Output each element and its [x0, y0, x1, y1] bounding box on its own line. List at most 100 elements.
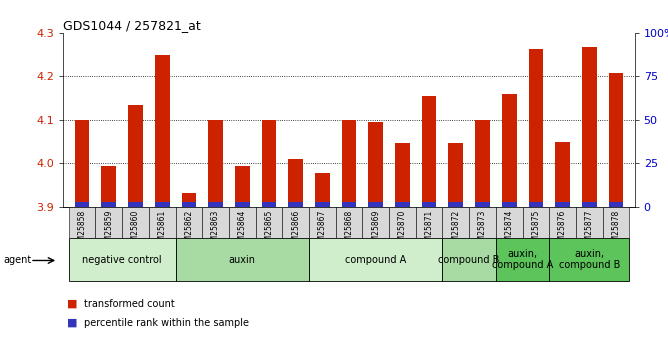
Text: percentile rank within the sample: percentile rank within the sample: [84, 318, 248, 327]
Bar: [262, 202, 277, 207]
Text: GSM25874: GSM25874: [504, 209, 514, 251]
Text: GSM25864: GSM25864: [238, 209, 246, 251]
Bar: [603, 207, 629, 238]
Text: ■: ■: [67, 299, 77, 308]
Text: GSM25868: GSM25868: [345, 209, 353, 251]
Bar: [422, 202, 436, 207]
Bar: [496, 207, 522, 238]
Bar: [182, 193, 196, 207]
Bar: [342, 202, 356, 207]
Bar: [555, 142, 570, 207]
Bar: [69, 207, 96, 238]
Text: auxin: auxin: [228, 255, 256, 265]
Text: GSM25860: GSM25860: [131, 209, 140, 251]
Text: GSM25861: GSM25861: [158, 209, 167, 251]
Bar: [528, 49, 543, 207]
Text: GSM25865: GSM25865: [265, 209, 273, 251]
Text: GSM25869: GSM25869: [371, 209, 380, 251]
Bar: [522, 207, 549, 238]
Bar: [395, 143, 409, 207]
Bar: [309, 238, 442, 281]
Text: GSM25878: GSM25878: [611, 209, 621, 251]
Bar: [128, 202, 143, 207]
Bar: [122, 207, 149, 238]
Text: compound A: compound A: [345, 255, 406, 265]
Bar: [102, 167, 116, 207]
Bar: [336, 207, 362, 238]
Bar: [342, 120, 356, 207]
Text: GSM25858: GSM25858: [77, 209, 87, 251]
Text: GSM25877: GSM25877: [584, 209, 594, 251]
Text: GSM25875: GSM25875: [531, 209, 540, 251]
Bar: [128, 105, 143, 207]
Bar: [289, 159, 303, 207]
Bar: [102, 202, 116, 207]
Text: compound B: compound B: [438, 255, 500, 265]
Text: auxin,
compound A: auxin, compound A: [492, 249, 553, 270]
Bar: [475, 202, 490, 207]
Text: ■: ■: [67, 318, 77, 327]
Text: agent: agent: [3, 256, 31, 265]
Bar: [448, 202, 463, 207]
Text: GSM25876: GSM25876: [558, 209, 567, 251]
Bar: [69, 238, 176, 281]
Text: GSM25863: GSM25863: [211, 209, 220, 251]
Bar: [309, 207, 336, 238]
Bar: [609, 202, 623, 207]
Bar: [262, 120, 277, 207]
Bar: [555, 202, 570, 207]
Bar: [235, 167, 250, 207]
Text: auxin,
compound B: auxin, compound B: [558, 249, 620, 270]
Bar: [528, 202, 543, 207]
Bar: [502, 94, 516, 207]
Bar: [496, 238, 549, 281]
Bar: [502, 202, 516, 207]
Text: GSM25859: GSM25859: [104, 209, 114, 251]
Bar: [289, 202, 303, 207]
Bar: [96, 207, 122, 238]
Text: GSM25873: GSM25873: [478, 209, 487, 251]
Bar: [422, 96, 436, 207]
Bar: [176, 207, 202, 238]
Bar: [582, 202, 597, 207]
Bar: [576, 207, 603, 238]
Bar: [75, 120, 90, 207]
Bar: [256, 207, 283, 238]
Bar: [182, 202, 196, 207]
Bar: [149, 207, 176, 238]
Bar: [155, 55, 170, 207]
Bar: [469, 207, 496, 238]
Bar: [368, 202, 383, 207]
Bar: [549, 207, 576, 238]
Text: GSM25862: GSM25862: [184, 209, 194, 251]
Bar: [235, 202, 250, 207]
Text: transformed count: transformed count: [84, 299, 174, 308]
Bar: [315, 174, 330, 207]
Bar: [368, 122, 383, 207]
Bar: [475, 120, 490, 207]
Text: negative control: negative control: [82, 255, 162, 265]
Text: GSM25866: GSM25866: [291, 209, 300, 251]
Bar: [442, 207, 469, 238]
Bar: [415, 207, 442, 238]
Bar: [176, 238, 309, 281]
Bar: [442, 238, 496, 281]
Bar: [582, 47, 597, 207]
Bar: [549, 238, 629, 281]
Bar: [389, 207, 415, 238]
Bar: [75, 202, 90, 207]
Text: GSM25870: GSM25870: [398, 209, 407, 251]
Bar: [202, 207, 229, 238]
Bar: [208, 202, 223, 207]
Bar: [448, 143, 463, 207]
Bar: [283, 207, 309, 238]
Bar: [229, 207, 256, 238]
Bar: [609, 73, 623, 207]
Bar: [155, 202, 170, 207]
Bar: [395, 202, 409, 207]
Bar: [208, 120, 223, 207]
Text: GSM25867: GSM25867: [318, 209, 327, 251]
Text: GSM25871: GSM25871: [425, 209, 434, 251]
Bar: [362, 207, 389, 238]
Text: GSM25872: GSM25872: [452, 209, 460, 251]
